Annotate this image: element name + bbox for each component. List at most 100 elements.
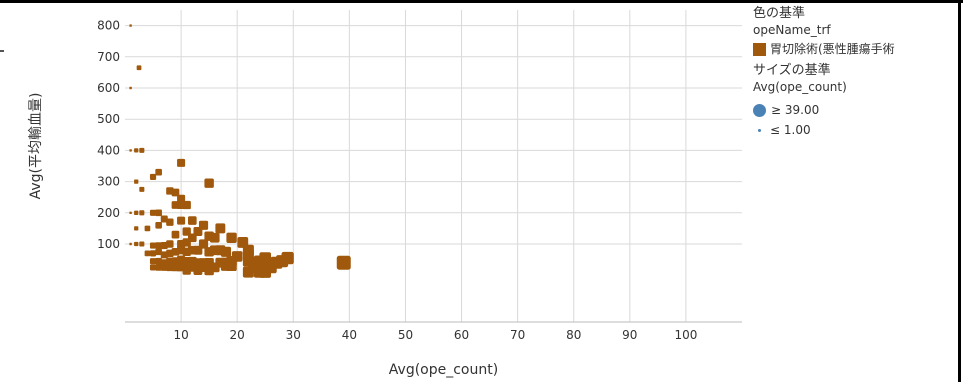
data-point[interactable] (129, 24, 132, 27)
data-point[interactable] (215, 223, 226, 234)
x-tick-label: 40 (342, 328, 357, 342)
data-point[interactable] (226, 232, 237, 243)
data-point[interactable] (160, 242, 168, 250)
frame-top-border (0, 0, 963, 3)
color-swatch-icon (753, 42, 766, 56)
data-point[interactable] (134, 241, 139, 247)
data-point[interactable] (182, 200, 191, 210)
x-tick-label: 10 (173, 328, 188, 342)
x-tick-label: 100 (674, 328, 697, 342)
data-point[interactable] (336, 255, 351, 270)
size-legend-title: サイズの基準 (753, 63, 831, 78)
data-point[interactable] (209, 232, 220, 243)
data-point[interactable] (134, 226, 139, 231)
data-point[interactable] (182, 227, 191, 236)
y-tick-label: 200 (97, 206, 120, 220)
x-tick-label: 30 (286, 328, 301, 342)
grid-layer (125, 10, 742, 323)
x-tick-label: 50 (398, 328, 413, 342)
color-legend-title: 色の基準 (753, 6, 806, 21)
x-tick-label: 80 (566, 328, 581, 342)
data-point[interactable] (144, 225, 151, 232)
data-point[interactable] (136, 65, 142, 71)
data-point[interactable] (155, 209, 162, 217)
data-point[interactable] (134, 148, 139, 153)
data-point[interactable] (149, 264, 157, 271)
size-max-label: ≥ 39.00 (771, 103, 820, 117)
data-point[interactable] (155, 257, 162, 265)
data-point[interactable] (160, 215, 168, 223)
data-point[interactable] (129, 211, 132, 214)
data-point[interactable] (204, 178, 214, 188)
data-point[interactable] (187, 216, 197, 225)
data-point[interactable] (166, 240, 174, 248)
data-point[interactable] (155, 248, 162, 256)
data-point[interactable] (166, 218, 174, 226)
color-legend-field: opeName_trf (753, 23, 831, 37)
data-point[interactable] (226, 260, 237, 272)
point-layer (129, 24, 351, 278)
data-point[interactable] (193, 266, 203, 275)
y-tick-label: 800 (97, 19, 120, 33)
size-large-circle-icon (753, 103, 766, 117)
legend: 色の基準 opeName_trf 胃切除術(悪性腫瘍手術 サイズの基準 Avg(… (753, 6, 958, 138)
data-point[interactable] (182, 238, 191, 247)
data-point[interactable] (204, 265, 214, 276)
size-legend-min: ≤ 1.00 (753, 122, 958, 138)
data-point[interactable] (139, 241, 145, 247)
color-legend-label: 胃切除術(悪性腫瘍手術 (770, 42, 895, 56)
data-point[interactable] (139, 210, 145, 216)
size-small-circle-icon (758, 128, 761, 132)
data-point[interactable] (259, 266, 272, 278)
size-legend-max: ≥ 39.00 (753, 102, 958, 118)
data-point[interactable] (220, 246, 232, 257)
y-tick-label: 500 (97, 112, 120, 126)
data-point[interactable] (155, 242, 162, 249)
data-point[interactable] (144, 250, 151, 257)
data-point[interactable] (139, 147, 145, 153)
data-point[interactable] (177, 158, 186, 167)
data-point[interactable] (275, 255, 289, 268)
data-point[interactable] (155, 168, 162, 176)
data-point[interactable] (193, 245, 203, 255)
x-tick-label: 90 (622, 328, 637, 342)
data-point[interactable] (177, 216, 186, 225)
data-point[interactable] (149, 258, 157, 265)
data-point[interactable] (182, 266, 191, 275)
y-tick-label: 400 (97, 143, 120, 157)
data-point[interactable] (160, 251, 168, 259)
label-layer: 10 20 30 40 50 60 70 80 90 100 100 200 300 400 500 600 7… (97, 19, 697, 342)
data-point[interactable] (149, 250, 157, 257)
x-tick-label: 70 (510, 328, 525, 342)
frame-left-mark (0, 50, 4, 52)
frame-right-border (958, 0, 961, 382)
size-legend-field: Avg(ope_count) (753, 80, 847, 94)
data-point[interactable] (129, 86, 132, 90)
data-point[interactable] (177, 194, 186, 203)
scatter-chart: 10 20 30 40 50 60 70 80 90 100 100 200 300 400 500 600 7… (28, 10, 742, 378)
data-point[interactable] (155, 221, 162, 229)
data-point[interactable] (171, 230, 180, 239)
x-axis-title: Avg(ope_count) (389, 362, 498, 378)
color-legend-item[interactable]: 胃切除術(悪性腫瘍手術 (753, 41, 958, 57)
data-point[interactable] (242, 266, 254, 278)
y-tick-label: 700 (97, 50, 120, 64)
data-point[interactable] (149, 173, 157, 181)
data-point[interactable] (129, 149, 132, 152)
data-point[interactable] (149, 242, 157, 249)
x-tick-label: 20 (230, 328, 245, 342)
data-point[interactable] (149, 209, 157, 216)
data-point[interactable] (139, 186, 145, 192)
y-tick-label: 600 (97, 81, 120, 95)
data-point[interactable] (171, 188, 180, 197)
y-axis-title: Avg(平均輸血量) (28, 93, 44, 200)
size-min-label: ≤ 1.00 (770, 123, 811, 137)
data-point[interactable] (134, 179, 139, 184)
data-point[interactable] (155, 264, 162, 271)
data-point[interactable] (160, 263, 168, 271)
y-tick-label: 300 (97, 175, 120, 189)
data-point[interactable] (134, 210, 139, 215)
y-tick-label: 100 (97, 237, 120, 251)
data-point[interactable] (129, 242, 132, 246)
x-tick-label: 60 (454, 328, 469, 342)
